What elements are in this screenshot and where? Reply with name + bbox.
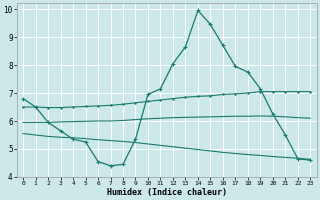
X-axis label: Humidex (Indice chaleur): Humidex (Indice chaleur) [107, 188, 227, 197]
